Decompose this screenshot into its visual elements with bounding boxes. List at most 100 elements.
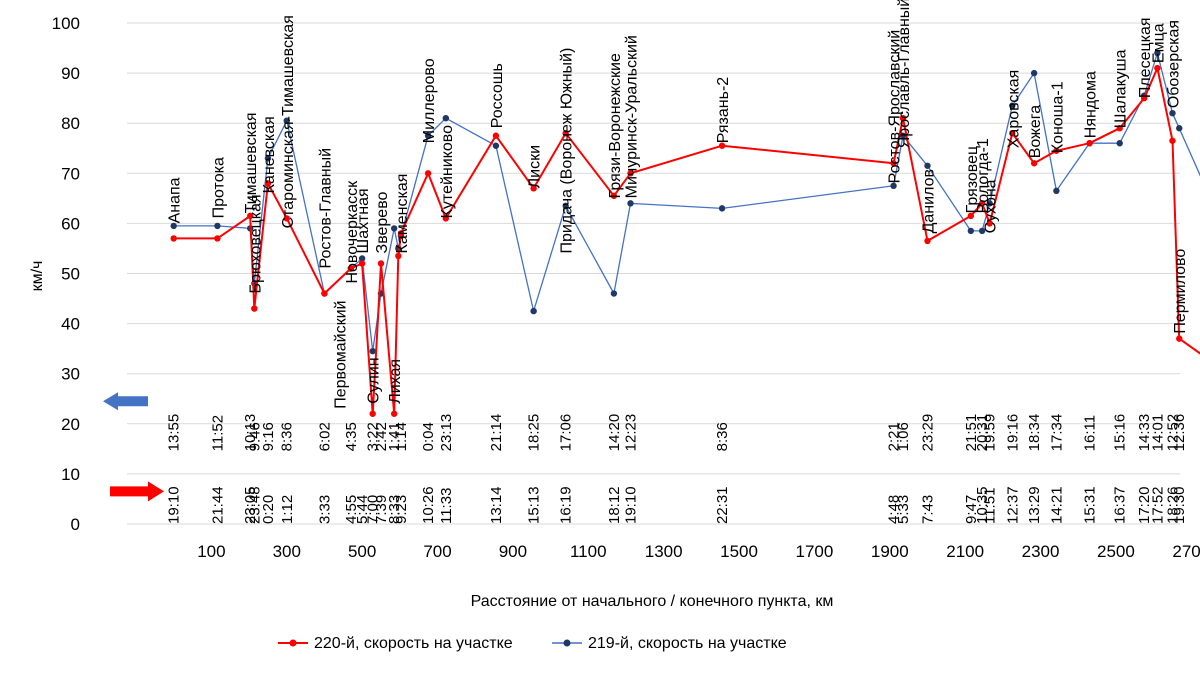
time-label-220: 12:37	[1004, 486, 1021, 524]
time-label-220: 9:23	[393, 495, 410, 524]
station-label: Плесецкая	[1137, 17, 1154, 98]
legend: 220-й, скорость на участке 219-й, скорос…	[278, 635, 787, 652]
time-label-219: 17:34	[1048, 414, 1065, 452]
data-point-219	[1030, 69, 1038, 77]
time-label-219: 3:22	[365, 422, 382, 451]
data-point-220	[397, 230, 405, 237]
station-label: Ярославль-Главный	[896, 0, 913, 148]
data-point-220	[347, 265, 355, 272]
data-point-219	[390, 225, 398, 232]
time-label-219: 15:16	[1112, 414, 1129, 452]
data-point-220	[1169, 137, 1176, 144]
time-label-219: 6:02	[316, 422, 333, 451]
data-point-220	[377, 260, 385, 267]
y-tick-label: 70	[61, 164, 80, 183]
data-point-220	[718, 142, 726, 149]
time-label-220: 4:55	[343, 495, 360, 524]
data-point-220	[214, 235, 221, 242]
time-label-219: 19:16	[1004, 414, 1021, 452]
time-label-220: 7:39	[373, 495, 390, 524]
time-label-219: 1:41	[386, 422, 403, 451]
data-point-220	[358, 260, 366, 267]
data-point-219	[264, 155, 272, 162]
data-point-220	[1140, 94, 1148, 102]
station-label: Коноша-1	[1049, 81, 1066, 153]
data-point-220	[986, 220, 993, 227]
data-point-219	[1053, 187, 1060, 195]
station-label: Данилов	[920, 169, 937, 233]
station-label: Лихая	[387, 359, 404, 404]
time-label-219: 4:35	[343, 422, 360, 451]
data-point-220	[1176, 335, 1183, 342]
data-point-220	[1030, 160, 1038, 167]
time-label-219: 12:52	[1164, 414, 1181, 452]
data-point-219	[1116, 140, 1123, 147]
data-point-220	[1053, 147, 1060, 154]
data-point-220	[283, 215, 290, 222]
time-label-220: 4:48	[886, 495, 903, 524]
station-label: Тимашевская	[243, 113, 260, 214]
data-point-219	[627, 200, 634, 207]
station-label: Кутейниково	[439, 125, 456, 218]
time-label-219: 18:25	[526, 414, 543, 452]
time-label-220: 23:05	[242, 486, 259, 524]
data-point-219	[424, 132, 432, 139]
time-label-219: 8:36	[279, 422, 296, 451]
y-tick-label: 60	[61, 214, 80, 233]
time-label-220: 15:13	[526, 486, 543, 524]
time-label-220: 16:19	[558, 486, 575, 524]
time-label-220: 15:31	[1082, 486, 1099, 524]
time-labels: 13:55 11:52 10:139:469:16 8:36 6:02 4:35 3:222…	[166, 414, 1189, 524]
time-label-220: 7:00	[365, 495, 382, 524]
time-label-220: 3:33	[316, 495, 333, 524]
x-tick-label: 700	[423, 542, 451, 561]
station-label: Ростов-Ярославский	[887, 30, 904, 184]
data-point-219	[492, 142, 500, 149]
time-label-219: 1:06	[895, 422, 912, 451]
time-label-219: 19:59	[982, 414, 999, 452]
data-point-219	[358, 255, 366, 262]
time-label-219: 10:13	[242, 414, 259, 452]
legend-label-220: 220-й, скорость на участке	[314, 635, 513, 652]
station-label: Харовская	[1005, 70, 1022, 149]
y-tick-label: 30	[61, 365, 80, 384]
data-point-220	[251, 305, 258, 312]
data-point-219	[283, 117, 290, 124]
station-label: Зверево	[374, 191, 391, 253]
station-label: Лиски	[527, 145, 544, 188]
station-label: Каменская	[394, 174, 411, 254]
time-label-220: 22:31	[714, 486, 731, 524]
time-label-220: 16:37	[1112, 486, 1129, 524]
station-label: Ростов-Главный	[317, 148, 334, 269]
time-label-220: 11:51	[982, 488, 999, 524]
time-label-219: 14:33	[1136, 414, 1153, 452]
time-label-219: 21:51	[963, 414, 980, 452]
time-label-220: 10:26	[420, 486, 437, 524]
y-tick-label: 50	[61, 265, 80, 284]
data-point-219	[978, 227, 986, 235]
data-point-219	[924, 162, 931, 169]
data-point-220	[562, 130, 569, 137]
data-point-220	[1116, 125, 1123, 132]
time-label-219: 20:31	[974, 414, 991, 452]
time-label-219: 12:23	[622, 414, 639, 452]
data-point-220	[424, 170, 432, 177]
data-point-219	[899, 132, 907, 139]
station-label: Рязань-2	[715, 77, 732, 144]
legend-marker-220	[289, 639, 297, 647]
x-axis-title: Расстояние от начального / конечного пун…	[471, 593, 834, 610]
219-direction-arrow	[103, 392, 148, 411]
data-point-220	[390, 410, 398, 417]
station-label: Староминская-Тимашевская	[280, 15, 297, 228]
station-label: Обозерская	[1165, 20, 1182, 108]
time-label-220: 5:44	[354, 495, 371, 524]
data-point-219	[1009, 102, 1016, 109]
data-point-219	[890, 182, 897, 190]
y-tick-label: 100	[52, 14, 80, 33]
time-label-219: 13:55	[166, 414, 183, 452]
time-label-220: 9:47	[963, 495, 980, 524]
station-label: Сулин	[366, 357, 383, 403]
data-point-219	[442, 114, 450, 122]
x-tick-label: 900	[499, 542, 527, 561]
